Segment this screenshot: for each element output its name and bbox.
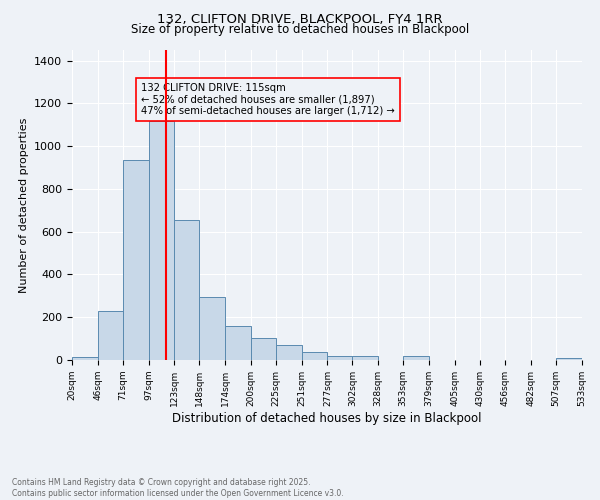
Bar — [123, 160, 149, 360]
Bar — [276, 345, 302, 360]
Bar — [251, 338, 276, 360]
Bar — [352, 356, 378, 360]
Text: 132 CLIFTON DRIVE: 115sqm
← 52% of detached houses are smaller (1,897)
47% of se: 132 CLIFTON DRIVE: 115sqm ← 52% of detac… — [141, 82, 395, 116]
Bar — [328, 356, 352, 360]
Bar — [199, 297, 225, 360]
Bar — [72, 357, 98, 360]
Text: Size of property relative to detached houses in Blackpool: Size of property relative to detached ho… — [131, 22, 469, 36]
Bar — [98, 312, 123, 360]
Bar — [403, 356, 429, 360]
Bar — [225, 326, 251, 360]
Text: 132, CLIFTON DRIVE, BLACKPOOL, FY4 1RR: 132, CLIFTON DRIVE, BLACKPOOL, FY4 1RR — [157, 12, 443, 26]
Bar — [149, 120, 175, 360]
Y-axis label: Number of detached properties: Number of detached properties — [19, 118, 29, 292]
Bar — [302, 352, 328, 360]
X-axis label: Distribution of detached houses by size in Blackpool: Distribution of detached houses by size … — [172, 412, 482, 424]
Text: Contains HM Land Registry data © Crown copyright and database right 2025.
Contai: Contains HM Land Registry data © Crown c… — [12, 478, 344, 498]
Bar — [175, 220, 199, 360]
Bar — [556, 358, 582, 360]
